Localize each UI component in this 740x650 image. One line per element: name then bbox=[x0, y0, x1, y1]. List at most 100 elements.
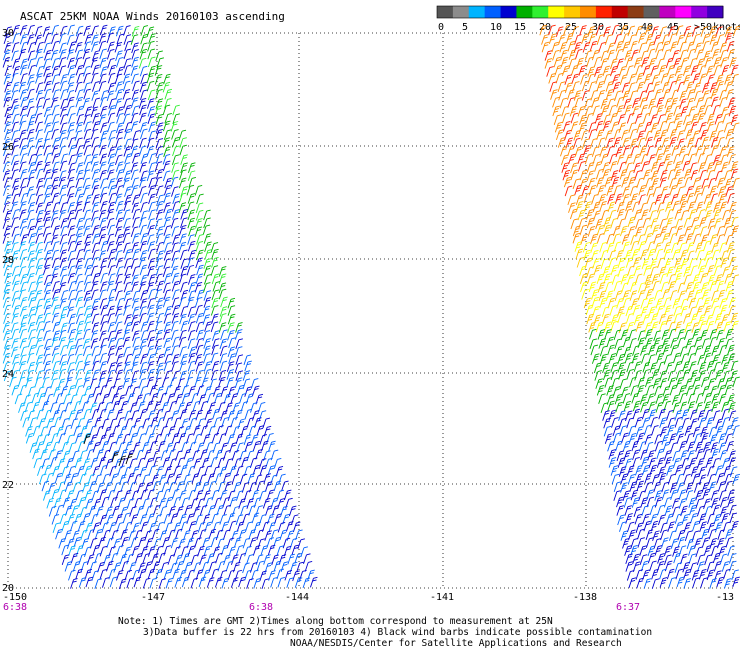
wind-barb bbox=[674, 360, 682, 372]
wind-barb bbox=[665, 201, 673, 212]
wind-barb bbox=[212, 281, 221, 292]
wind-barb bbox=[688, 153, 697, 164]
colorbar-segment bbox=[484, 6, 502, 18]
wind-barb bbox=[569, 208, 578, 220]
wind-barb bbox=[91, 570, 100, 581]
wind-barb bbox=[669, 136, 677, 148]
wind-barb bbox=[11, 265, 20, 277]
wind-barb bbox=[675, 120, 683, 132]
wind-barb bbox=[615, 249, 624, 261]
wind-barb bbox=[184, 504, 192, 516]
wind-barb bbox=[12, 354, 20, 365]
wind-barb bbox=[596, 224, 605, 236]
wind-barb bbox=[27, 336, 36, 348]
wind-barb bbox=[11, 169, 19, 180]
wind-barb bbox=[132, 232, 140, 244]
wind-barb bbox=[172, 568, 180, 580]
wind-barb bbox=[74, 409, 83, 420]
wind-barb bbox=[706, 569, 715, 581]
wind-barb bbox=[665, 160, 673, 172]
wind-barb bbox=[644, 472, 652, 484]
wind-barb bbox=[666, 513, 674, 524]
wind-barb bbox=[94, 578, 102, 589]
wind-barb bbox=[711, 297, 719, 309]
wind-barb bbox=[577, 153, 586, 164]
wind-barb bbox=[712, 354, 720, 365]
wind-barb bbox=[558, 34, 566, 45]
wind-barb bbox=[682, 561, 690, 573]
wind-barb bbox=[115, 25, 124, 37]
wind-barb bbox=[20, 58, 28, 70]
wind-barb bbox=[203, 297, 212, 308]
wind-barb bbox=[602, 265, 611, 277]
wind-barb bbox=[593, 314, 601, 326]
wind-barb bbox=[668, 530, 677, 541]
wind-barb bbox=[52, 281, 60, 292]
wind-barb bbox=[52, 201, 61, 213]
wind-barb bbox=[567, 97, 575, 108]
wind-barb bbox=[600, 153, 609, 165]
wind-barb bbox=[118, 455, 127, 467]
wind-barb bbox=[10, 154, 19, 166]
wind-barb bbox=[602, 65, 611, 77]
wind-barb bbox=[240, 505, 248, 516]
wind-barb bbox=[100, 337, 108, 349]
wind-barb bbox=[645, 537, 654, 548]
wind-barb bbox=[263, 554, 271, 565]
wind-barb bbox=[172, 209, 180, 220]
wind-barb bbox=[675, 25, 684, 36]
wind-barb bbox=[570, 121, 579, 132]
wind-barb bbox=[690, 512, 698, 524]
wind-barb bbox=[155, 257, 163, 269]
wind-barb bbox=[727, 353, 736, 364]
wind-barb bbox=[195, 273, 204, 285]
wind-barb bbox=[163, 321, 172, 333]
wind-barb bbox=[56, 426, 64, 437]
wind-barb bbox=[615, 440, 623, 452]
wind-barb bbox=[640, 209, 649, 220]
wind-barb bbox=[724, 384, 733, 396]
wind-barb bbox=[19, 218, 28, 229]
wind-barb bbox=[146, 400, 154, 412]
wind-barb bbox=[187, 217, 196, 229]
wind-barb bbox=[698, 568, 707, 580]
wind-barb bbox=[256, 560, 265, 572]
wind-barb bbox=[75, 225, 84, 237]
wind-barb bbox=[255, 554, 264, 565]
wind-barb bbox=[605, 290, 614, 302]
wind-barb bbox=[651, 368, 660, 380]
wind-barb bbox=[34, 154, 43, 165]
wind-barb bbox=[132, 266, 140, 277]
wind-barb bbox=[720, 154, 728, 165]
wind-barb bbox=[106, 218, 115, 229]
wind-barb bbox=[702, 488, 710, 500]
wind-barb bbox=[194, 185, 203, 196]
wind-barb bbox=[116, 33, 125, 45]
wind-barb bbox=[698, 265, 706, 276]
wind-barb bbox=[51, 33, 59, 45]
wind-barb bbox=[227, 313, 236, 325]
wind-barb bbox=[94, 528, 103, 540]
wind-barb bbox=[186, 513, 194, 524]
wind-barb bbox=[607, 49, 615, 61]
wind-barb bbox=[83, 328, 91, 340]
wind-barb bbox=[106, 240, 115, 252]
wind-barb bbox=[188, 385, 196, 397]
wind-barb bbox=[152, 450, 160, 461]
wind-barb bbox=[664, 456, 672, 468]
wind-barb bbox=[41, 480, 50, 492]
wind-barb bbox=[75, 280, 84, 292]
wind-barb bbox=[732, 177, 740, 189]
wind-barb bbox=[633, 361, 642, 372]
wind-barb bbox=[82, 97, 91, 109]
colorbar-label: 15 bbox=[514, 22, 526, 33]
wind-barb bbox=[570, 169, 579, 181]
wind-barb bbox=[650, 520, 659, 532]
wind-barb bbox=[681, 153, 689, 165]
wind-barb bbox=[20, 41, 28, 53]
wind-barb bbox=[625, 200, 633, 212]
wind-barb bbox=[58, 329, 67, 341]
wind-barb bbox=[593, 210, 601, 221]
wind-barb bbox=[102, 449, 111, 461]
wind-barb bbox=[68, 345, 76, 356]
